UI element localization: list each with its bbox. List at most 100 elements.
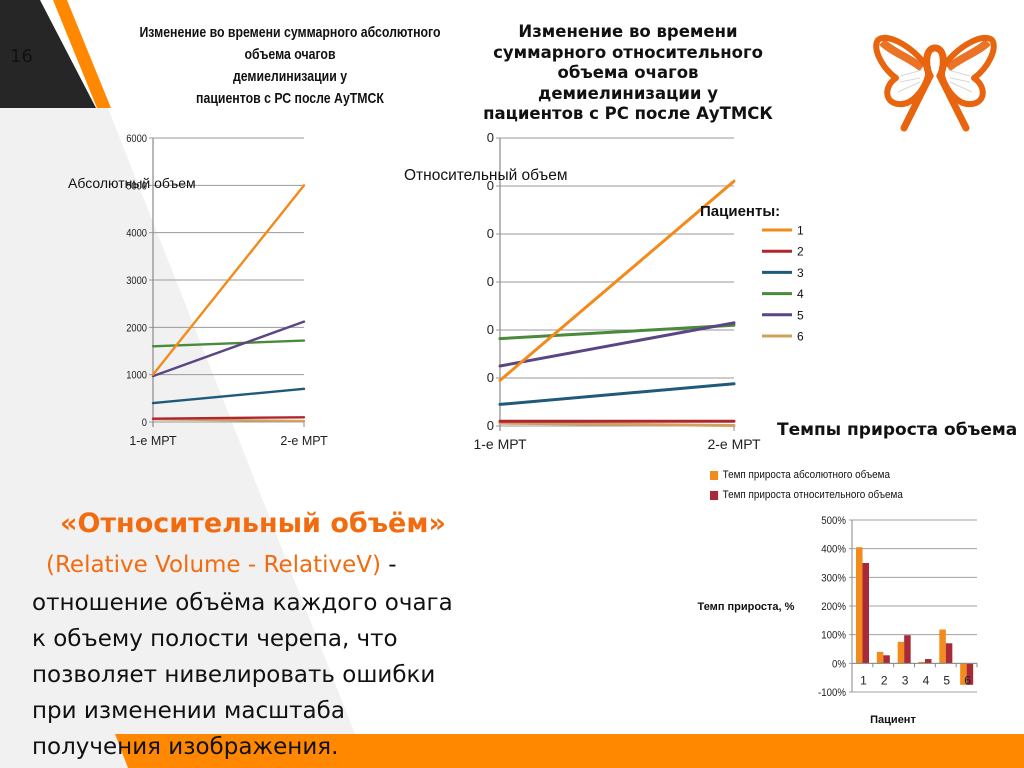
bar-patient-6-series-1 (960, 663, 967, 685)
series-line-patient-4 (151, 339, 306, 348)
title-line: объема очагов (244, 46, 336, 63)
y-tick-label: 6000 (126, 133, 147, 145)
y-tick-label: 0 (487, 274, 494, 289)
relative-chart-title: Изменение во времени суммарного относите… (462, 22, 794, 125)
bar-patient-4-series-2 (925, 659, 932, 664)
x-category-label: 1 (860, 673, 867, 687)
series-line-patient-2 (151, 416, 306, 420)
y-tick-label: 0 (487, 418, 494, 433)
y-tick-label: 0 (487, 226, 494, 241)
definition-line: к объему полости черепа, что (32, 626, 398, 652)
title-line: объема очагов (557, 63, 699, 82)
growth-rate-bar-chart: -100% 0% 100% 200% 300% 400% 500% 1 2 3 4 5 6 Темп пр… (698, 516, 978, 726)
bar-patient-2-series-1 (876, 651, 884, 664)
relative-volume-line-chart: 0 0 0 0 0 0 0 1-е МРТ 2-е МРТ Относительный объем… (404, 130, 804, 452)
y-tick-label: 4000 (126, 228, 147, 240)
y-tick-label: 1000 (126, 370, 147, 382)
legend-label: Темп прироста относительного объема (722, 489, 903, 501)
x-axis-label: Пациент (870, 714, 916, 726)
x-category-label: 4 (923, 673, 930, 687)
x-category-label: 2-е МРТ (707, 436, 760, 452)
x-category-label: 3 (902, 673, 909, 687)
title-line: пациентов с РС после АуТМСК (483, 104, 773, 123)
bar-chart-legend: Темп прироста абсолютного объема Темп пр… (710, 465, 903, 505)
title-line: демиелинизации у (232, 68, 348, 85)
y-tick-label: 5000 (126, 181, 147, 193)
legend-label: Темп прироста абсолютного объема (722, 469, 890, 481)
slide-number: 16 (10, 46, 33, 67)
y-axis-label: Относительный объем (404, 167, 568, 184)
grey-panel-bottom (0, 734, 130, 768)
y-tick-label: 300% (821, 573, 846, 585)
y-tick-label: 0 (487, 322, 494, 337)
y-tick-label: 200% (821, 602, 846, 614)
y-tick-label: 100% (821, 630, 846, 642)
legend-item-relative: Темп прироста относительного объема (710, 485, 903, 505)
x-category-label: 1-е МРТ (129, 434, 177, 448)
title-line: Изменение во времени суммарного абсолютн… (139, 24, 441, 41)
y-tick-label: 0 (487, 370, 494, 385)
legend-swatch (710, 490, 719, 500)
bar-patient-3-series-2 (904, 635, 911, 664)
y-tick-label: 3000 (126, 275, 147, 287)
y-tick-label: 0 (487, 130, 494, 145)
series-line-patient-1 (498, 179, 736, 382)
definition-line: позволяет нивелировать ошибки (32, 662, 436, 688)
definition-line: получения изображения. (32, 734, 339, 760)
absolute-volume-line-chart: 0 1000 2000 3000 4000 5000 6000 1-е МРТ 2-е МРТ А… (68, 133, 328, 448)
title-line: Изменение во времени (518, 22, 738, 41)
dark-corner-triangle (0, 0, 96, 108)
butterfly-ribbon-icon (873, 34, 997, 132)
definition-line: при изменении масштаба (32, 698, 345, 724)
y-tick-label: 400% (821, 544, 846, 556)
absolute-chart-title: Изменение во времени суммарного абсолютн… (130, 22, 450, 110)
y-tick-label: 0% (832, 659, 846, 671)
bar-patient-5-series-2 (945, 643, 953, 664)
series-line-patient-5 (498, 321, 736, 368)
series-line-patient-1 (151, 184, 306, 376)
legend-item-absolute: Темп прироста абсолютного объема (710, 465, 903, 485)
bar-patient-4-series-1 (918, 661, 925, 664)
legend-label: 2 (797, 245, 804, 259)
x-category-label: 2 (881, 673, 888, 687)
definition-dash: - (380, 552, 397, 578)
series-line-patient-3 (498, 382, 736, 406)
legend-label: 3 (797, 266, 804, 280)
definition-english-term: (Relative Volume - RelativeV) (46, 552, 381, 578)
y-tick-label: 2000 (126, 323, 147, 335)
grey-panel (0, 108, 355, 734)
y-tick-label: 0 (487, 178, 494, 193)
title-line: пациентов с РС после АуТМСК (196, 90, 384, 107)
legend-label: 5 (797, 308, 804, 322)
x-category-label: 6 (964, 673, 971, 687)
series-line-patient-4 (498, 323, 736, 341)
y-tick-label: -100% (818, 688, 846, 700)
series-line-patient-3 (151, 387, 306, 405)
bar-patient-2-series-2 (883, 655, 890, 664)
x-category-label: 1-е МРТ (473, 436, 526, 452)
orange-corner-stripe (53, 0, 111, 108)
definition-body: отношение объёма каждого очага к объему … (32, 585, 592, 765)
bar-chart-title: Темпы прироста объема (777, 420, 1018, 440)
y-axis-label: Темп прироста, % (698, 601, 795, 613)
y-tick-label: 0 (142, 417, 147, 429)
x-category-label: 5 (943, 673, 950, 687)
orange-bottom-band (115, 734, 1024, 768)
definition-subheading: (Relative Volume - RelativeV) - (46, 552, 397, 578)
legend-title: Пациенты: (700, 203, 780, 220)
bar-patient-3-series-1 (897, 641, 905, 664)
bar-patient-6-series-2 (966, 663, 974, 685)
y-tick-label: 500% (821, 516, 846, 528)
title-line: демиелинизации у (538, 83, 718, 103)
x-category-label: 2-е МРТ (280, 434, 328, 448)
bar-patient-5-series-1 (939, 629, 946, 664)
y-axis-label: Абсолютный объем (68, 175, 196, 191)
definition-heading: «Относительный объём» (60, 508, 446, 539)
bar-patient-1-series-2 (862, 563, 869, 664)
legend-label: 1 (797, 224, 804, 238)
definition-line: отношение объёма каждого очага (32, 590, 453, 616)
bar-patient-1-series-1 (856, 547, 863, 664)
series-line-patient-6 (498, 421, 736, 428)
